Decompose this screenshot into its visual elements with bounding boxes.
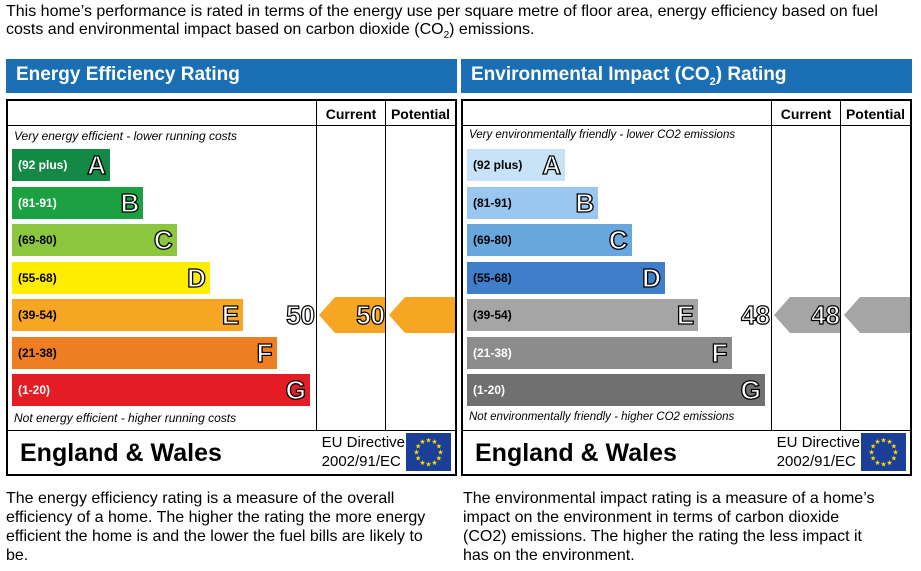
band-letter: G	[740, 374, 762, 405]
band-letter: A	[542, 149, 562, 180]
potential-rating-value: 50	[355, 299, 385, 330]
band-c: (69-80) C	[12, 224, 177, 256]
band-d: (55-68) D	[12, 261, 210, 294]
band-range: (81-91)	[18, 195, 57, 210]
band-range: (1-20)	[473, 383, 506, 397]
eu-star: ★	[431, 438, 437, 446]
eu-directive: EU Directive 2002/91/EC	[776, 434, 860, 470]
band-range: (92 plus)	[18, 158, 68, 172]
eu-star: ★	[874, 459, 880, 467]
eu-star: ★	[425, 437, 431, 445]
top-note: Very environmentally friendly - lower CO…	[469, 129, 736, 141]
eu-star: ★	[886, 438, 892, 446]
eu-star: ★	[415, 455, 421, 463]
band-e: (39-54) E	[12, 299, 244, 331]
eu-star: ★	[415, 443, 421, 451]
environmental-impact-panel: Environmental Impact (CO2) Rating Curren…	[461, 59, 912, 476]
eu-star: ★	[870, 443, 876, 451]
column-current: Current	[780, 106, 832, 122]
band-range: (21-38)	[473, 345, 512, 360]
eu-star: ★	[892, 449, 898, 457]
eu-star: ★	[870, 455, 876, 463]
eu-star: ★	[880, 437, 886, 445]
band-letter: A	[87, 149, 107, 180]
band-letter: F	[711, 337, 728, 368]
eu-star: ★	[436, 455, 442, 463]
eu-star: ★	[891, 443, 897, 451]
band-range: (39-54)	[473, 308, 512, 322]
band-b: (81-91) B	[12, 186, 144, 219]
band-letter: C	[153, 224, 173, 255]
bottom-note: Not environmentally friendly - higher CO…	[469, 411, 735, 423]
environmental-impact-title: Environmental Impact (CO2) Rating	[461, 59, 912, 93]
band-a: (92 plus) A	[12, 149, 110, 181]
band-letter: D	[186, 262, 206, 293]
band-d: (55-68) D	[467, 261, 665, 294]
band-range: (55-68)	[18, 270, 57, 285]
band-range: (69-80)	[473, 233, 512, 247]
eu-star: ★	[419, 438, 425, 446]
column-potential: Potential	[845, 106, 906, 122]
eu-star: ★	[425, 461, 431, 469]
current-rating-value: 48	[740, 299, 770, 330]
eu-flag-icon: ★ ★ ★ ★ ★ ★ ★ ★ ★ ★ ★ ★	[861, 433, 906, 471]
eu-directive: EU Directive 2002/91/EC	[321, 434, 405, 470]
country-label: England & Wales	[475, 439, 677, 467]
energy-efficiency-chart: Current Potential Very energy efficient …	[6, 99, 457, 476]
band-letter: D	[641, 262, 661, 293]
band-range: (39-54)	[18, 308, 57, 322]
band-range: (55-68)	[473, 270, 512, 285]
band-letter: E	[221, 299, 240, 330]
band-a: (92 plus) A	[467, 149, 565, 181]
band-range: (1-20)	[18, 383, 51, 397]
band-range: (69-80)	[18, 233, 57, 247]
band-g: (1-20) G	[467, 374, 765, 406]
eu-star: ★	[886, 459, 892, 467]
band-range: (92 plus)	[473, 158, 523, 172]
eu-star: ★	[413, 449, 419, 457]
column-current: Current	[325, 106, 377, 122]
band-f: (21-38) F	[12, 336, 277, 369]
bottom-note: Not energy efficient - higher running co…	[14, 411, 237, 425]
band-g: (1-20) G	[12, 374, 310, 406]
top-note: Very energy efficient - lower running co…	[14, 129, 237, 143]
eu-star: ★	[431, 459, 437, 467]
energy-efficiency-title: Energy Efficiency Rating	[6, 59, 457, 93]
environmental-impact-chart: Current Potential Very environmentally f…	[461, 99, 912, 476]
band-c: (69-80) C	[467, 224, 632, 256]
band-f: (21-38) F	[467, 336, 732, 369]
band-e: (39-54) E	[467, 299, 699, 331]
country-label: England & Wales	[20, 439, 222, 467]
band-letter: B	[120, 187, 140, 218]
eu-star: ★	[880, 461, 886, 469]
band-range: (81-91)	[473, 195, 512, 210]
eu-star: ★	[437, 449, 443, 457]
energy-efficiency-panel: Energy Efficiency Rating Current Potenti…	[6, 59, 457, 476]
eu-star: ★	[419, 459, 425, 467]
band-letter: G	[285, 374, 307, 405]
eu-star: ★	[891, 455, 897, 463]
column-potential: Potential	[390, 106, 451, 122]
eu-star: ★	[436, 443, 442, 451]
band-range: (21-38)	[18, 345, 57, 360]
current-rating-value: 50	[285, 299, 315, 330]
band-letter: E	[676, 299, 695, 330]
eu-flag-icon: ★ ★ ★ ★ ★ ★ ★ ★ ★ ★ ★ ★	[406, 433, 451, 471]
environment-description: The environmental impact rating is a mea…	[463, 490, 875, 564]
potential-rating-value: 48	[810, 299, 840, 330]
eu-star: ★	[868, 449, 874, 457]
energy-description: The energy efficiency rating is a measur…	[6, 490, 426, 564]
band-letter: C	[608, 224, 628, 255]
eu-star: ★	[874, 438, 880, 446]
band-letter: F	[256, 337, 273, 368]
intro-text: This home’s performance is rated in term…	[6, 3, 878, 42]
band-letter: B	[575, 187, 595, 218]
band-b: (81-91) B	[467, 186, 599, 219]
